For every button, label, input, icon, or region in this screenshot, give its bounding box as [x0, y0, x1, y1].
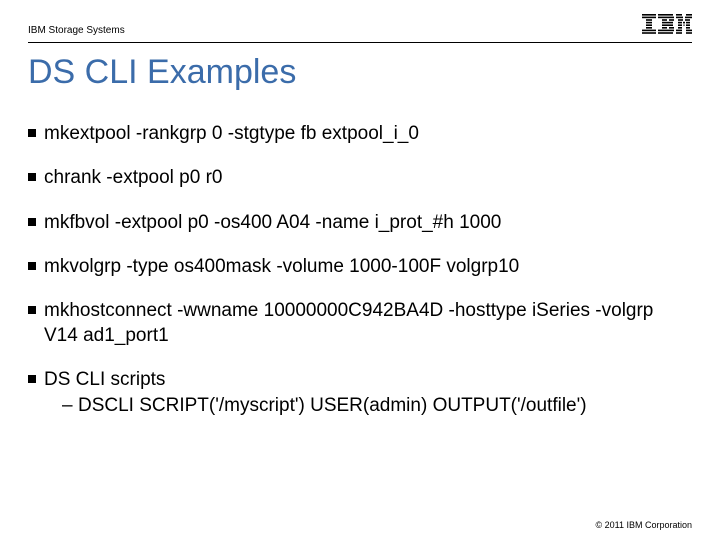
ibm-logo-svg: [642, 14, 692, 34]
bullet-text: mkfbvol -extpool p0 -os400 A04 -name i_p…: [44, 212, 501, 233]
slide: IBM Storage Systems: [0, 0, 720, 540]
bullet-item: mkvolgrp -type os400mask -volume 1000-10…: [28, 255, 692, 279]
bullet-item: mkfbvol -extpool p0 -os400 A04 -name i_p…: [28, 211, 692, 235]
slide-title: DS CLI Examples: [28, 53, 692, 92]
bullet-text: mkvolgrp -type os400mask -volume 1000-10…: [44, 256, 519, 277]
bullet-text: mkhostconnect -wwname 10000000C942BA4D -…: [44, 300, 653, 345]
footer-copyright: © 2011 IBM Corporation: [595, 520, 692, 530]
bullet-text: DS CLI scripts: [44, 369, 165, 390]
bullet-item: mkhostconnect -wwname 10000000C942BA4D -…: [28, 299, 692, 348]
bullet-item: mkextpool -rankgrp 0 -stgtype fb extpool…: [28, 122, 692, 146]
sub-list: DSCLI SCRIPT('/myscript') USER(admin) OU…: [44, 394, 692, 418]
ibm-logo: [642, 14, 692, 34]
sub-text: DSCLI SCRIPT('/myscript') USER(admin) OU…: [78, 395, 587, 416]
bullet-text: mkextpool -rankgrp 0 -stgtype fb extpool…: [44, 123, 419, 144]
bullet-item: chrank -extpool p0 r0: [28, 166, 692, 190]
sub-item: DSCLI SCRIPT('/myscript') USER(admin) OU…: [62, 394, 692, 418]
bullet-list: mkextpool -rankgrp 0 -stgtype fb extpool…: [28, 122, 692, 419]
bullet-text: chrank -extpool p0 r0: [44, 167, 223, 188]
bullet-item: DS CLI scripts DSCLI SCRIPT('/myscript')…: [28, 368, 692, 419]
slide-header: IBM Storage Systems: [28, 14, 692, 43]
header-label: IBM Storage Systems: [28, 25, 125, 36]
